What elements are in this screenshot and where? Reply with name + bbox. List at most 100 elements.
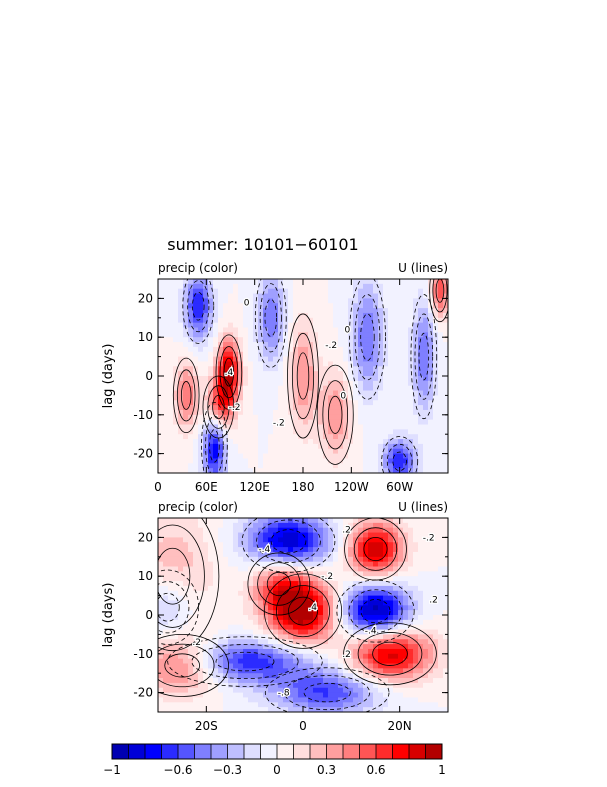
heat-cell <box>178 576 184 582</box>
heat-cell <box>408 429 414 435</box>
heat-cell <box>228 443 234 450</box>
heat-cell <box>393 361 399 367</box>
heat-cell <box>413 400 419 406</box>
heat-cell <box>343 542 349 548</box>
heat-cell <box>243 293 249 299</box>
heat-cell <box>378 561 384 568</box>
heat-cell <box>333 298 339 304</box>
heat-cell <box>318 707 324 712</box>
heat-cell <box>223 653 229 660</box>
heat-cell <box>423 317 429 324</box>
heat-cell <box>173 366 179 372</box>
heat-cell <box>308 308 314 314</box>
heat-cell <box>318 458 324 464</box>
heat-cell <box>268 576 274 582</box>
heat-cell <box>403 566 409 572</box>
heat-cell <box>393 518 399 524</box>
heat-cell <box>273 663 279 669</box>
heat-cell <box>203 458 209 464</box>
heat-cell <box>163 468 169 473</box>
heat-cell <box>363 293 369 299</box>
heat-cell <box>263 629 269 635</box>
heat-cell <box>218 547 224 553</box>
heat-cell <box>263 361 269 367</box>
heat-cell <box>373 668 379 674</box>
heat-cell <box>408 619 414 626</box>
heat-cell <box>198 585 204 592</box>
heat-cell <box>268 385 274 392</box>
heat-cell <box>233 342 239 348</box>
heat-cell <box>293 653 299 660</box>
heat-cell <box>363 351 369 358</box>
heat-cell <box>443 283 448 290</box>
heat-cell <box>333 409 339 416</box>
heat-cell <box>338 518 344 524</box>
heat-cell <box>183 409 189 416</box>
heat-cell <box>298 595 304 602</box>
contour-line <box>363 536 388 562</box>
heat-cell <box>388 409 394 416</box>
heat-cell <box>293 376 299 382</box>
heat-cell <box>213 327 219 333</box>
heat-cell <box>263 547 269 553</box>
heat-cell <box>198 639 204 645</box>
heat-cell <box>228 644 234 650</box>
heat-cell <box>243 366 249 372</box>
heat-cell <box>178 610 184 616</box>
heat-cell <box>398 566 404 572</box>
heat-cell <box>158 532 164 538</box>
heat-cell <box>413 532 419 538</box>
heat-cell <box>198 327 204 333</box>
heat-cell <box>273 673 279 679</box>
heat-cell <box>253 527 259 534</box>
heat-cell <box>438 532 444 538</box>
heat-cell <box>313 624 319 631</box>
heat-cell <box>428 566 434 572</box>
heat-cell <box>233 395 239 401</box>
heat-cell <box>233 303 239 309</box>
heat-cell <box>228 463 234 469</box>
heat-cell <box>343 434 349 440</box>
contour-line <box>410 294 438 420</box>
heat-cell <box>398 424 404 430</box>
heat-cell <box>298 424 304 430</box>
heat-cell <box>413 366 419 372</box>
heat-cell <box>243 644 249 650</box>
heat-cell <box>233 468 239 473</box>
heat-cell <box>338 702 344 708</box>
heat-cell <box>388 371 394 377</box>
heat-cell <box>393 439 399 445</box>
heat-cell <box>158 419 164 426</box>
heat-cell <box>348 624 354 631</box>
heat-cell <box>348 293 354 299</box>
heat-cell <box>423 327 429 333</box>
heat-cell <box>413 463 419 469</box>
heat-cell <box>263 380 269 387</box>
heat-cell <box>383 668 389 674</box>
heat-cell <box>423 561 429 568</box>
heat-cell <box>338 707 344 712</box>
heat-cell <box>393 317 399 324</box>
heat-cell <box>298 566 304 572</box>
heat-cell <box>183 443 189 450</box>
heat-cell <box>188 571 194 577</box>
heat-cell <box>193 697 199 703</box>
heat-cell <box>188 405 194 411</box>
heat-cell <box>383 414 389 421</box>
heat-cell <box>348 566 354 572</box>
heat-cell <box>433 419 439 426</box>
heat-cell <box>238 576 244 582</box>
heat-cell <box>348 658 354 665</box>
heat-cell <box>418 668 424 674</box>
heat-cell <box>273 371 279 377</box>
heat-cell <box>278 624 284 631</box>
heat-cell <box>413 653 419 660</box>
heat-cell <box>163 547 169 553</box>
heat-cell <box>233 663 239 669</box>
heat-cell <box>273 615 279 621</box>
heat-cell <box>303 605 309 611</box>
heat-cell <box>403 366 409 372</box>
colorbar-swatch <box>145 744 162 759</box>
heat-cell <box>208 371 214 377</box>
heat-cell <box>353 337 359 343</box>
